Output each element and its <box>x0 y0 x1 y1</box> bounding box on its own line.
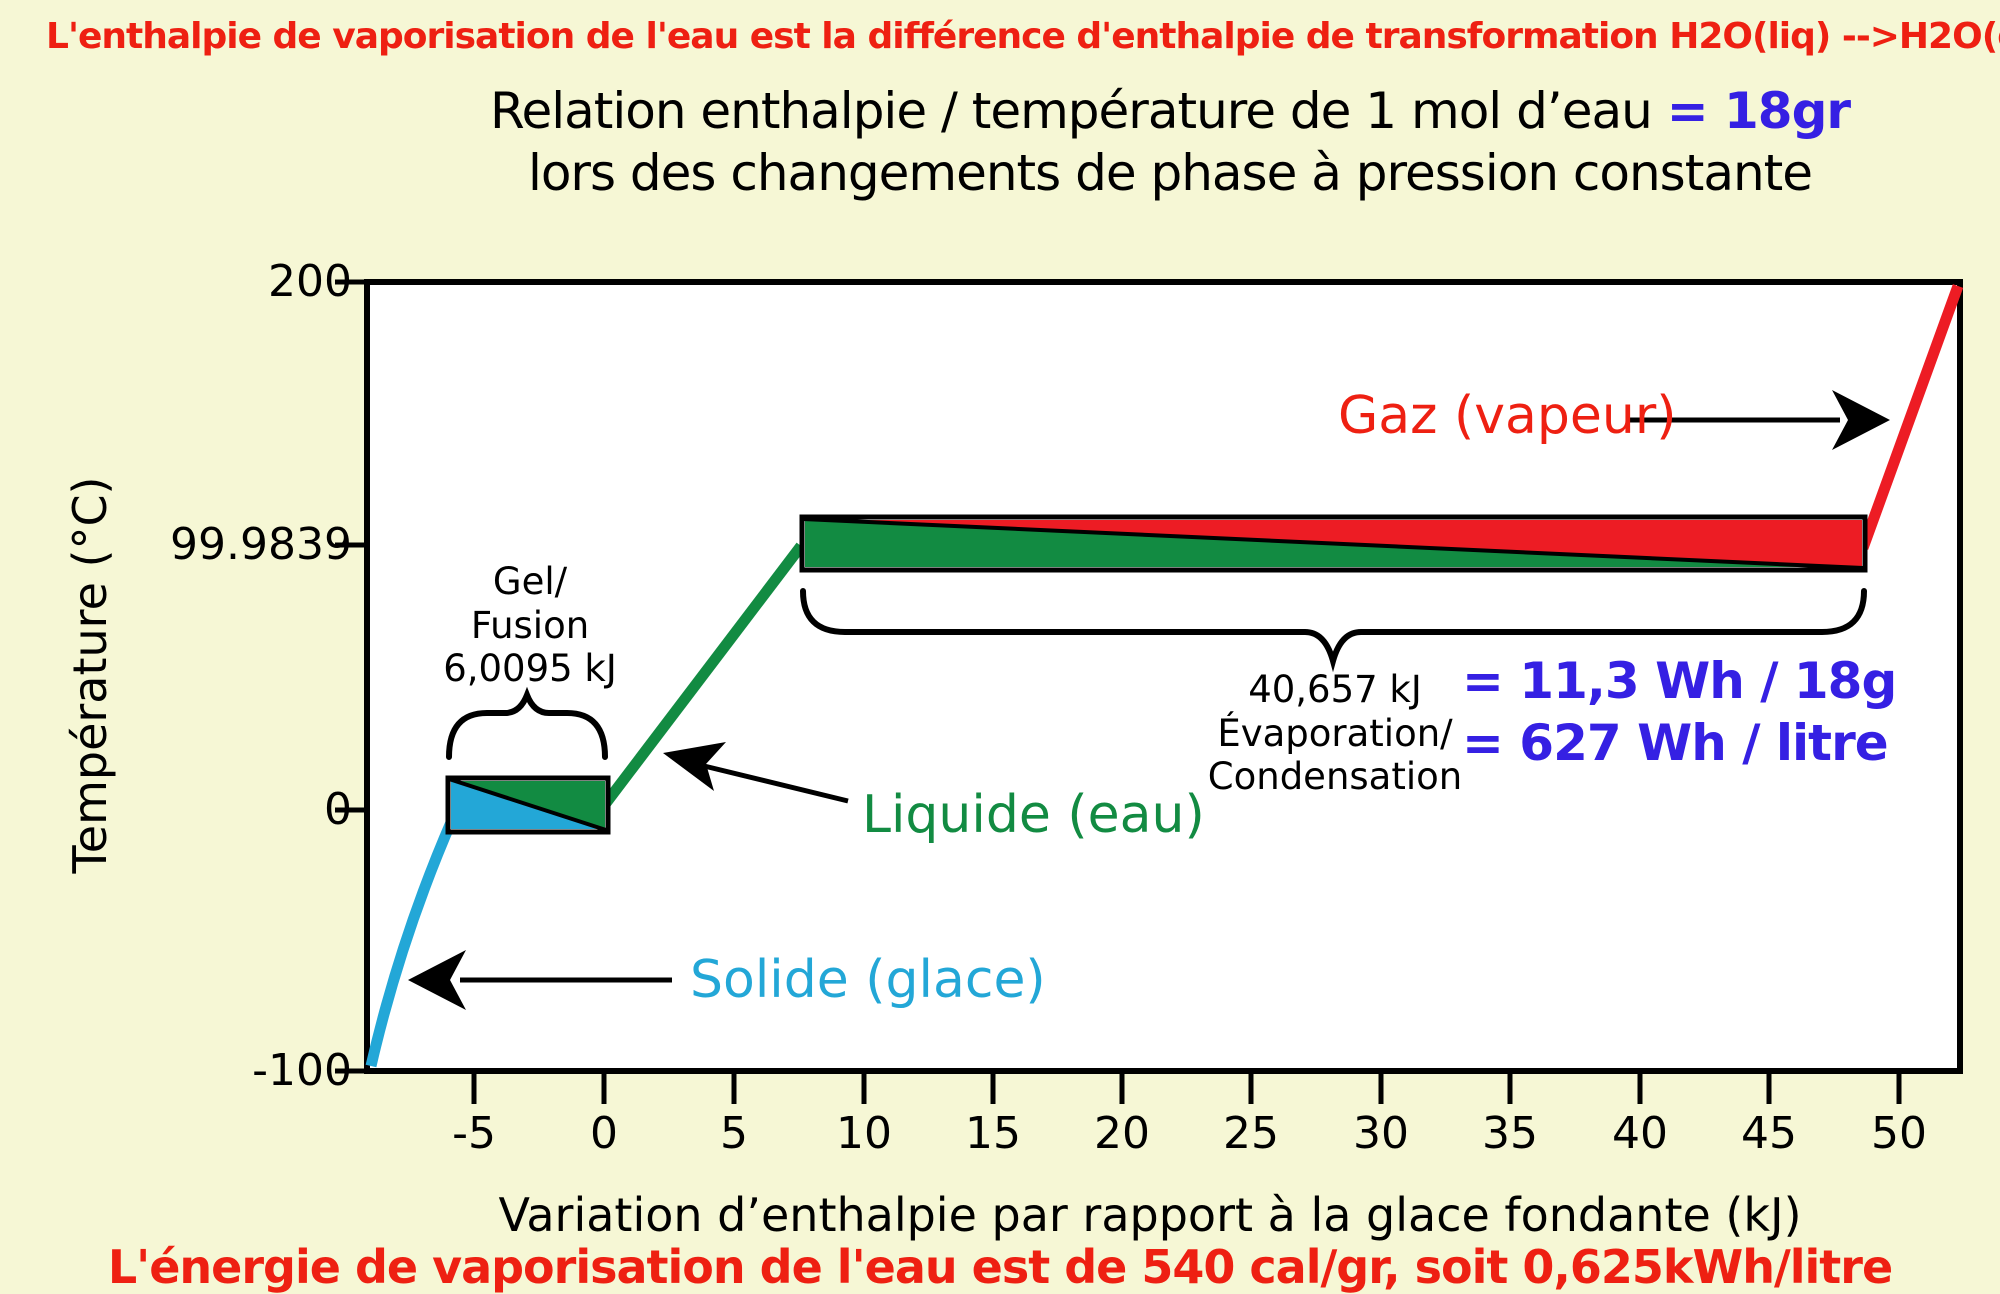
liquide-arrow <box>663 742 849 804</box>
bottom-note: L'énergie de vaporisation de l'eau est d… <box>107 1240 1893 1294</box>
evaporation-annotation-line3: Condensation <box>1207 755 1463 799</box>
x-tick-30: 30 <box>1353 1108 1409 1159</box>
label-gaz: Gaz (vapeur) <box>1338 386 1677 446</box>
plot-frame <box>364 279 1963 1074</box>
evaporation-annotation-line1: 40,657 kJ <box>1248 668 1422 711</box>
top-note: L'enthalpie de vaporisation de l'eau est… <box>46 16 2000 57</box>
y-tick-99-9839: 99.9839 <box>170 519 352 570</box>
fusion-annotation-line2: Fusion <box>470 603 590 647</box>
evaporation-plateau-bar <box>799 514 1868 573</box>
x-tick-5: 5 <box>720 1108 748 1159</box>
x-axis-ticks <box>471 1071 1902 1104</box>
fusion-annotation: Gel/ Fusion 6,0095 kJ <box>380 560 680 691</box>
chart-title-line1: Relation enthalpie / température de 1 mo… <box>320 82 2000 140</box>
y-tick-200: 200 <box>268 256 352 307</box>
x-tick-35: 35 <box>1482 1108 1538 1159</box>
chart-title-line2: lors des changements de phase à pression… <box>527 144 1813 202</box>
y-tick-0: 0 <box>324 784 352 835</box>
fusion-annotation-line3: 6,0095 kJ <box>443 647 617 691</box>
fusion-annotation-line1: Gel/ <box>492 560 568 603</box>
title-suffix-18gr: = 18gr <box>1666 82 1851 140</box>
x-tick-10: 10 <box>836 1108 892 1159</box>
y-tick-m100: -100 <box>252 1045 352 1096</box>
x-tick-40: 40 <box>1612 1108 1668 1159</box>
x-axis-title: Variation d’enthalpie par rapport à la g… <box>498 1188 1802 1242</box>
evaporation-annotation-line2: Évaporation/ <box>1217 711 1453 755</box>
solide-arrow <box>408 950 672 1010</box>
label-solide: Solide (glace) <box>690 950 1046 1010</box>
x-tick-45: 45 <box>1741 1108 1797 1159</box>
label-liquide: Liquide (eau) <box>862 785 1205 845</box>
x-tick--5: -5 <box>452 1108 496 1159</box>
curve-liquide <box>601 542 806 807</box>
x-tick-25: 25 <box>1223 1108 1279 1159</box>
fusion-brace <box>446 686 608 760</box>
evap-eq-wh-18g: = 11,3 Wh / 18g <box>1462 652 1897 710</box>
curve-solide <box>365 817 458 1068</box>
evaporation-brace <box>800 588 1867 673</box>
x-tick-50: 50 <box>1871 1108 1927 1159</box>
x-tick-0: 0 <box>590 1108 618 1159</box>
y-axis-ticks <box>335 279 367 1074</box>
fusion-plateau-box <box>445 775 611 835</box>
x-tick-15: 15 <box>965 1108 1021 1159</box>
curve-gaz <box>1857 284 1964 550</box>
evap-eq-wh-litre: = 627 Wh / litre <box>1462 714 1889 772</box>
evaporation-annotation: 40,657 kJ Évaporation/ Condensation <box>1125 668 1545 799</box>
y-axis-title: Température (°C) <box>63 476 117 874</box>
x-tick-20: 20 <box>1094 1108 1150 1159</box>
title-text: Relation enthalpie / température de 1 mo… <box>489 82 1653 140</box>
gaz-arrow <box>1630 390 1890 450</box>
